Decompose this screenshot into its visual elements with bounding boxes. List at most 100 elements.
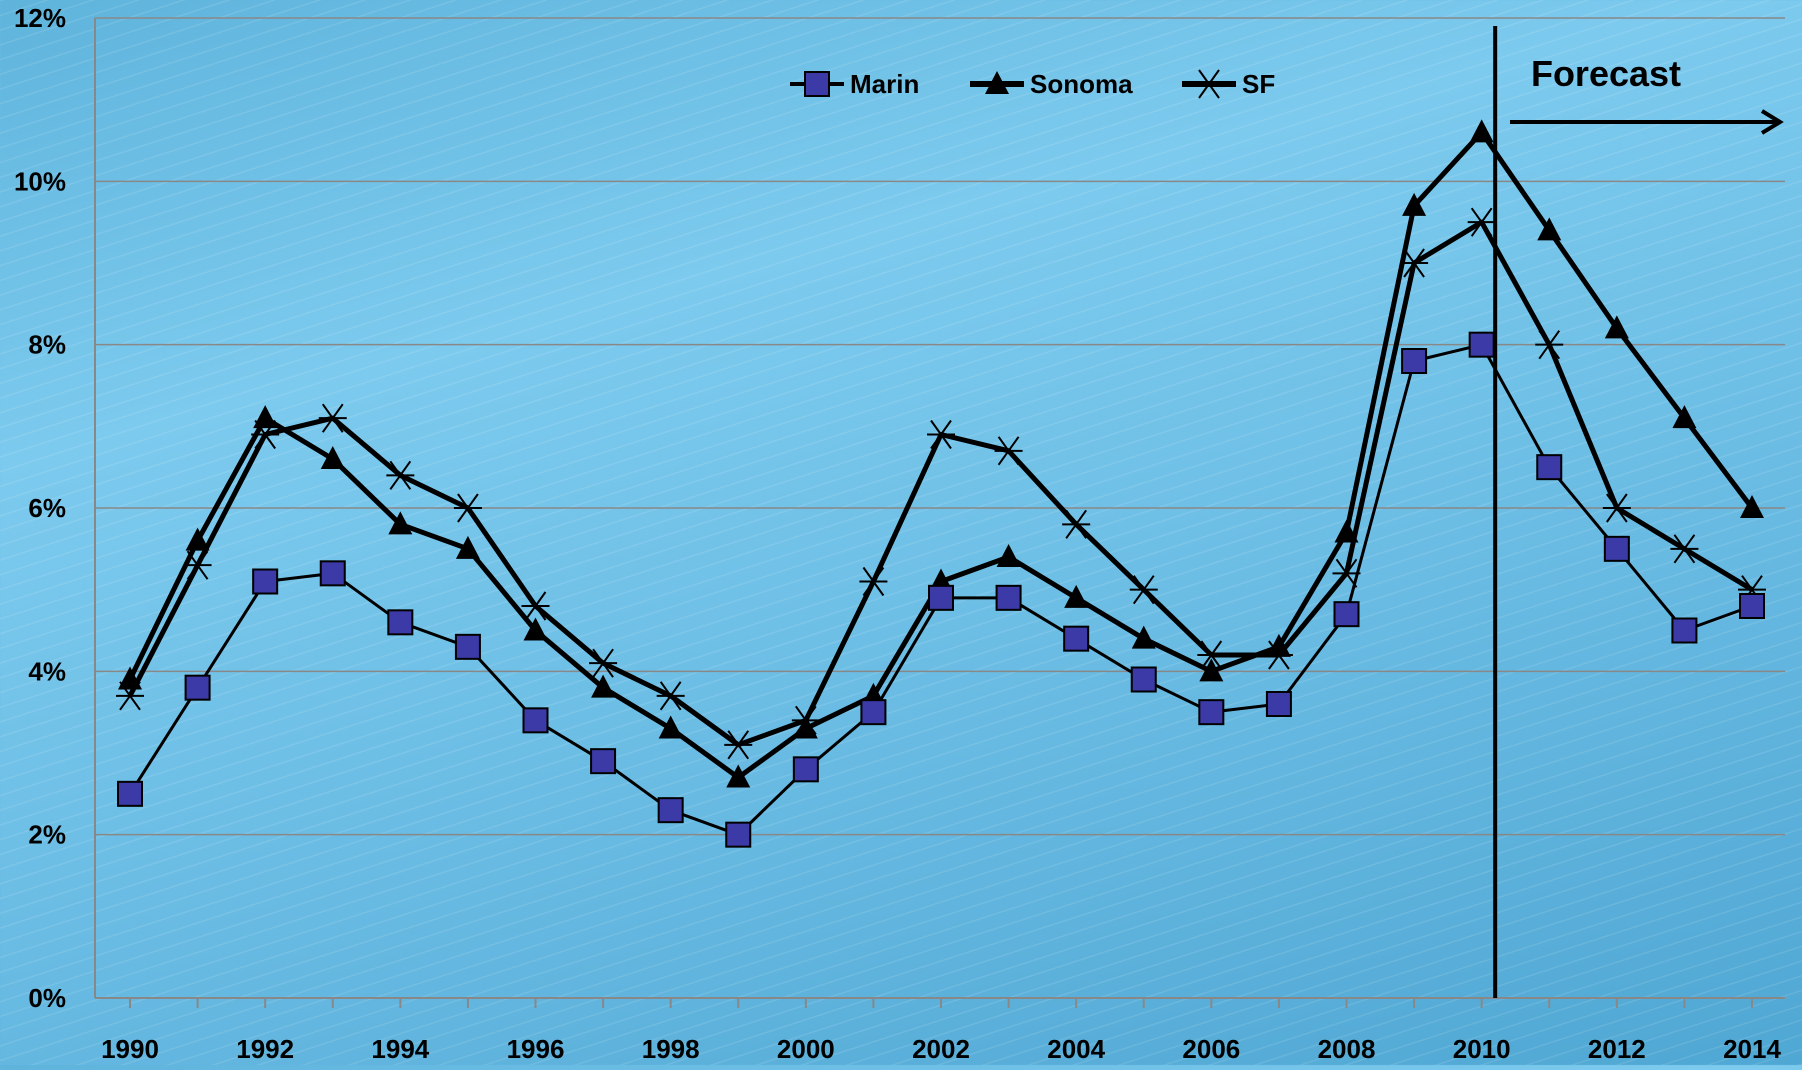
y-tick-label: 6% xyxy=(28,493,66,523)
x-tick-label: 1998 xyxy=(642,1034,700,1064)
data-point-sf xyxy=(453,493,482,523)
data-point-sf xyxy=(251,419,280,450)
data-point-sonoma xyxy=(996,544,1021,567)
data-point-sonoma xyxy=(1334,519,1359,543)
data-point-sonoma xyxy=(1199,658,1224,682)
data-point-sonoma xyxy=(1402,192,1427,216)
data-point-sf xyxy=(318,403,347,433)
tick-labels: 0% 2% 4% 6% 8% 10% 12% 1990 1992 1994 1996 1998 2000… xyxy=(14,3,1782,1064)
data-point-sf xyxy=(1332,558,1361,588)
data-point-sf xyxy=(1129,575,1158,605)
data-point-sonoma xyxy=(1469,119,1494,143)
x-tick-label: 1990 xyxy=(101,1034,159,1064)
data-point-marin xyxy=(1536,454,1563,481)
data-point-sonoma xyxy=(523,617,548,641)
data-point-sf xyxy=(589,648,618,678)
legend-label: SF xyxy=(1242,69,1275,99)
data-point-marin xyxy=(657,797,684,824)
grid xyxy=(95,17,1785,999)
forecast-arrow-head xyxy=(1760,109,1784,135)
forecast-annotation: Forecast xyxy=(1493,26,1784,998)
data-point-sonoma xyxy=(185,527,210,551)
data-point-sf xyxy=(1602,493,1631,523)
x-tick-label: 2002 xyxy=(912,1034,970,1064)
data-point-sonoma xyxy=(1537,217,1562,241)
data-point-sonoma xyxy=(1131,625,1156,649)
data-point-marin xyxy=(1198,699,1225,726)
data-point-sonoma xyxy=(1064,584,1089,608)
data-point-marin xyxy=(1333,601,1360,628)
data-point-sonoma xyxy=(591,674,616,698)
data-point-marin xyxy=(184,674,211,701)
data-point-marin xyxy=(117,780,143,807)
data-point-marin xyxy=(1063,625,1090,652)
legend: Marin Sonoma SF xyxy=(790,69,1275,99)
data-point-sonoma xyxy=(658,715,683,739)
data-point-sonoma xyxy=(1672,405,1697,429)
data-point-marin xyxy=(522,707,549,734)
data-point-sonoma xyxy=(1604,315,1629,339)
x-tick-label: 1992 xyxy=(236,1034,294,1064)
data-point-marin xyxy=(1671,617,1698,644)
data-point-sonoma xyxy=(118,666,142,690)
data-point-marin xyxy=(387,609,414,636)
series-group xyxy=(116,119,1766,848)
data-point-sonoma xyxy=(388,511,413,535)
data-point-sf xyxy=(927,419,955,450)
data-point-marin xyxy=(860,699,887,726)
y-tick-label: 12% xyxy=(14,3,66,33)
data-point-sf xyxy=(724,730,753,760)
data-point-sonoma xyxy=(1266,633,1291,657)
legend-marker xyxy=(985,71,1009,94)
data-point-sonoma xyxy=(455,535,480,559)
data-point-marin xyxy=(252,568,279,595)
data-point-sf xyxy=(183,550,212,580)
data-point-marin xyxy=(792,756,819,783)
x-tick-label: 1994 xyxy=(371,1034,429,1064)
data-point-marin xyxy=(1130,666,1157,693)
data-point-sf xyxy=(656,681,685,711)
data-point-marin xyxy=(1401,348,1428,374)
x-tick-label: 2012 xyxy=(1588,1034,1646,1064)
x-tick-label: 2008 xyxy=(1318,1034,1376,1064)
data-point-marin xyxy=(319,560,346,587)
data-point-sf xyxy=(791,705,820,735)
y-tick-label: 4% xyxy=(28,656,66,686)
data-point-sf xyxy=(386,460,415,490)
data-point-sonoma xyxy=(320,446,345,469)
x-tick-label: 2006 xyxy=(1182,1034,1240,1064)
x-tick-label: 2000 xyxy=(777,1034,835,1064)
data-point-sf xyxy=(116,681,144,711)
legend-label: Marin xyxy=(850,69,919,99)
data-point-marin xyxy=(995,584,1022,611)
data-point-marin xyxy=(928,584,954,611)
data-point-marin xyxy=(590,748,617,775)
y-tick-label: 0% xyxy=(28,983,66,1013)
y-tick-label: 10% xyxy=(14,166,66,196)
data-point-sf xyxy=(1535,330,1564,360)
data-point-sonoma xyxy=(793,715,818,739)
data-point-sonoma xyxy=(253,405,278,429)
axes xyxy=(94,18,1785,1008)
legend-label: Sonoma xyxy=(1030,69,1133,99)
data-point-marin xyxy=(454,633,481,660)
data-point-sf xyxy=(1062,509,1091,539)
x-tick-label: 1996 xyxy=(507,1034,565,1064)
data-point-sf xyxy=(521,591,550,621)
data-point-sf xyxy=(994,436,1023,466)
data-point-sonoma xyxy=(1740,495,1764,518)
y-tick-label: 8% xyxy=(28,330,66,360)
x-tick-label: 2010 xyxy=(1453,1034,1511,1064)
data-point-marin xyxy=(1468,331,1495,358)
data-point-marin xyxy=(1603,535,1630,562)
data-point-marin xyxy=(1739,593,1765,619)
data-point-sf xyxy=(1197,640,1226,670)
y-tick-label: 2% xyxy=(28,820,66,850)
data-point-sf xyxy=(859,566,888,597)
forecast-label: Forecast xyxy=(1531,53,1681,94)
data-point-marin xyxy=(725,821,752,848)
x-tick-label: 2004 xyxy=(1047,1034,1105,1064)
